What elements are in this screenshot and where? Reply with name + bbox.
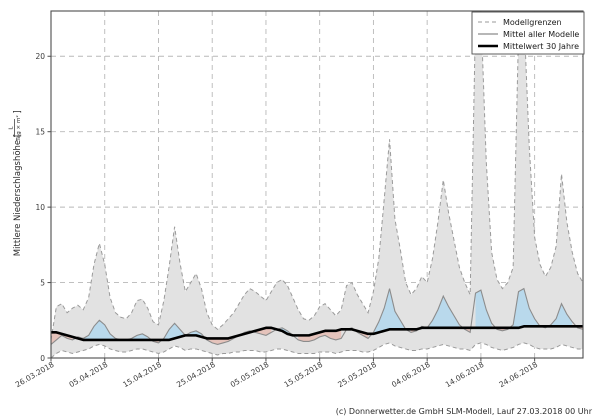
plot-content xyxy=(51,11,583,358)
y-axis-label-text: Mittlere Niederschlagshöhe [ xyxy=(13,134,23,256)
above-average-area xyxy=(550,303,573,327)
model-mean-line xyxy=(51,287,583,345)
legend-label: Modellgrenzen xyxy=(503,18,562,27)
y-unit-denominator: Tag × m² xyxy=(15,115,22,141)
y-tick-label: 10 xyxy=(35,203,45,212)
above-average-area xyxy=(373,288,406,334)
credit-text: (c) Donnerwetter.de GmbH SLM-Modell, Lau… xyxy=(336,407,593,416)
thirty-year-mean-line xyxy=(51,325,583,342)
legend-label: Mittel aller Modelle xyxy=(503,30,579,39)
chart-legend: Modellgrenzen Mittel aller Modelle Mittelw… xyxy=(471,11,585,55)
above-average-area xyxy=(513,288,541,328)
y-tick-label: 20 xyxy=(35,52,45,61)
model-lower-bound-line xyxy=(51,342,583,358)
model-upper-bound-line xyxy=(51,11,583,340)
above-average-area xyxy=(475,290,492,328)
y-tick-label: 5 xyxy=(40,278,45,287)
model-range-band xyxy=(51,11,583,358)
below-average-area xyxy=(51,332,73,345)
y-unit-numerator: L xyxy=(8,126,14,130)
y-tick-label: 0 xyxy=(40,354,45,363)
legend-label: Mittelwert 30 Jahre xyxy=(503,42,579,51)
axes-frame xyxy=(50,10,584,359)
above-average-area xyxy=(163,323,202,340)
y-axis-title: Mittlere Niederschlagshöhe [ L Tag × m²] xyxy=(8,110,23,256)
y-axis-ticks: 0 5 10 15 20 xyxy=(35,52,51,363)
above-average-area xyxy=(421,296,460,328)
y-unit-bracket-close: ] xyxy=(13,110,23,113)
y-tick-label: 15 xyxy=(35,127,45,136)
